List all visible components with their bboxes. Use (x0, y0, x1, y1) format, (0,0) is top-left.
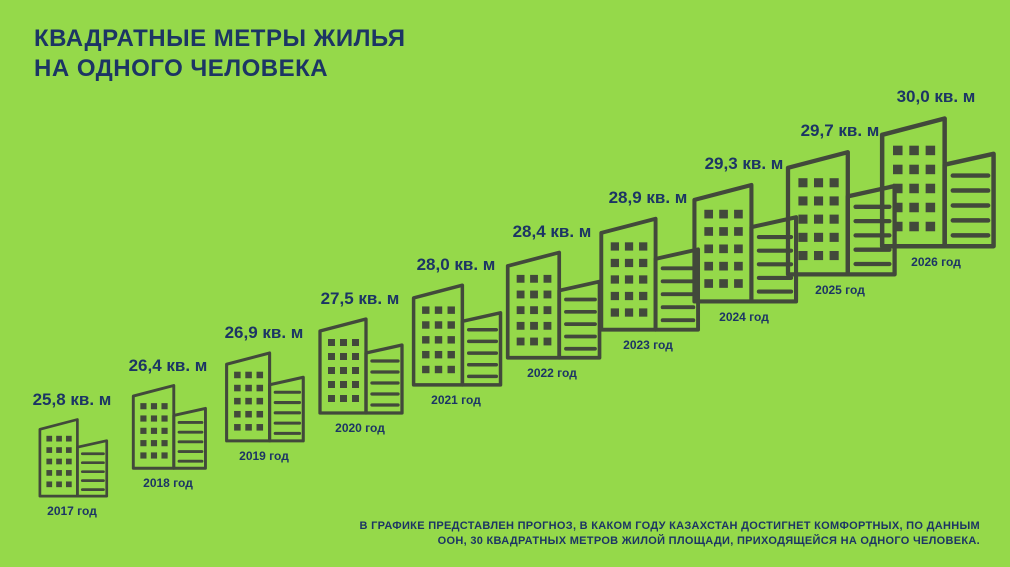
year-label: 2026 год (911, 255, 961, 269)
value-label: 29,7 кв. м (801, 121, 880, 141)
value-label: 28,0 кв. м (417, 255, 496, 275)
chart-footnote-line2: ООН, 30 КВАДРАТНЫХ МЕТРОВ ЖИЛОЙ ПЛОЩАДИ,… (285, 534, 980, 549)
year-label: 2018 год (143, 476, 193, 490)
chart-title-line1: КВАДРАТНЫЕ МЕТРЫ ЖИЛЬЯ (34, 24, 406, 54)
year-label: 2019 год (239, 449, 289, 463)
building-icon (407, 281, 505, 387)
value-label: 29,3 кв. м (705, 154, 784, 174)
year-label: 2025 год (815, 283, 865, 297)
year-label: 2020 год (335, 421, 385, 435)
year-label: 2024 год (719, 310, 769, 324)
data-point: 28,9 кв. м 2023 год (598, 188, 698, 352)
value-label: 27,5 кв. м (321, 289, 400, 309)
year-label: 2023 год (623, 338, 673, 352)
year-label: 2022 год (527, 366, 577, 380)
chart-footnote: В ГРАФИКЕ ПРЕДСТАВЛЕН ПРОГНОЗ, В КАКОМ Г… (285, 519, 980, 549)
building-icon (314, 315, 406, 415)
year-label: 2021 год (431, 393, 481, 407)
building-icon (35, 416, 110, 498)
building-icon (221, 349, 307, 443)
building-icon (128, 382, 209, 470)
chart-title: КВАДРАТНЫЕ МЕТРЫ ЖИЛЬЯ НА ОДНОГО ЧЕЛОВЕК… (34, 24, 406, 84)
chart-title-line2: НА ОДНОГО ЧЕЛОВЕКА (34, 54, 406, 84)
data-point: 25,8 кв. м 2017 год (22, 390, 122, 518)
value-label: 28,4 кв. м (513, 222, 592, 242)
value-label: 25,8 кв. м (33, 390, 112, 410)
value-label: 28,9 кв. м (609, 188, 688, 208)
data-point: 26,4 кв. м 2018 год (118, 356, 218, 490)
building-icon (874, 113, 999, 249)
data-point: 26,9 кв. м 2019 год (214, 323, 314, 463)
building-icon (501, 248, 604, 360)
data-point: 29,3 кв. м 2024 год (694, 154, 794, 324)
value-label: 26,4 кв. м (129, 356, 208, 376)
data-point: 28,0 кв. м 2021 год (406, 255, 506, 407)
data-point: 27,5 кв. м 2020 год (310, 289, 410, 435)
data-point: 28,4 кв. м 2022 год (502, 222, 602, 380)
value-label: 26,9 кв. м (225, 323, 304, 343)
year-label: 2017 год (47, 504, 97, 518)
chart-footnote-line1: В ГРАФИКЕ ПРЕДСТАВЛЕН ПРОГНОЗ, В КАКОМ Г… (285, 519, 980, 534)
value-label: 30,0 кв. м (897, 87, 976, 107)
data-point: 30,0 кв. м 2026 год (886, 87, 986, 269)
